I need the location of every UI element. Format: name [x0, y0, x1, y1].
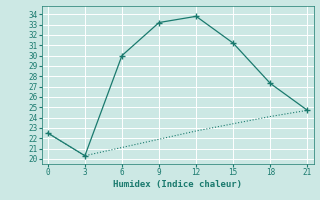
X-axis label: Humidex (Indice chaleur): Humidex (Indice chaleur): [113, 180, 242, 189]
